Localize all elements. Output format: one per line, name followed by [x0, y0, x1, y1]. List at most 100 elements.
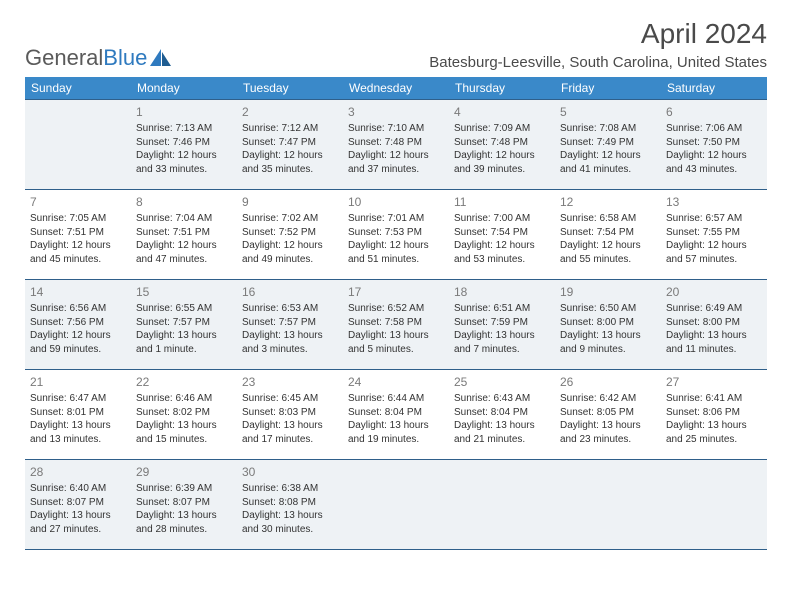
sunset-text: Sunset: 8:00 PM: [560, 316, 656, 330]
day-number: 30: [242, 464, 338, 480]
sunset-text: Sunset: 7:52 PM: [242, 226, 338, 240]
d1-text: Daylight: 13 hours: [136, 509, 232, 523]
sunrise-text: Sunrise: 7:10 AM: [348, 122, 444, 136]
calendar-row: 28Sunrise: 6:40 AMSunset: 8:07 PMDayligh…: [25, 460, 767, 550]
d1-text: Daylight: 13 hours: [666, 329, 762, 343]
d2-text: and 9 minutes.: [560, 343, 656, 357]
sunset-text: Sunset: 8:00 PM: [666, 316, 762, 330]
calendar-cell: 27Sunrise: 6:41 AMSunset: 8:06 PMDayligh…: [661, 370, 767, 460]
sunrise-text: Sunrise: 6:45 AM: [242, 392, 338, 406]
calendar-cell: 12Sunrise: 6:58 AMSunset: 7:54 PMDayligh…: [555, 190, 661, 280]
day-number: 20: [666, 284, 762, 300]
d2-text: and 39 minutes.: [454, 163, 550, 177]
day-number: 9: [242, 194, 338, 210]
logo-general: General: [25, 45, 103, 71]
sunrise-text: Sunrise: 6:43 AM: [454, 392, 550, 406]
sunset-text: Sunset: 8:03 PM: [242, 406, 338, 420]
d1-text: Daylight: 13 hours: [560, 419, 656, 433]
d2-text: and 15 minutes.: [136, 433, 232, 447]
sunset-text: Sunset: 7:59 PM: [454, 316, 550, 330]
day-number: 3: [348, 104, 444, 120]
day-number: 21: [30, 374, 126, 390]
d1-text: Daylight: 12 hours: [666, 239, 762, 253]
day-number: 13: [666, 194, 762, 210]
sunset-text: Sunset: 7:54 PM: [454, 226, 550, 240]
day-number: 4: [454, 104, 550, 120]
d2-text: and 37 minutes.: [348, 163, 444, 177]
d1-text: Daylight: 13 hours: [454, 419, 550, 433]
calendar-cell: 24Sunrise: 6:44 AMSunset: 8:04 PMDayligh…: [343, 370, 449, 460]
d1-text: Daylight: 12 hours: [242, 239, 338, 253]
d1-text: Daylight: 12 hours: [666, 149, 762, 163]
day-number: 18: [454, 284, 550, 300]
calendar-head: SundayMondayTuesdayWednesdayThursdayFrid…: [25, 77, 767, 100]
sunset-text: Sunset: 7:48 PM: [454, 136, 550, 150]
sunrise-text: Sunrise: 6:44 AM: [348, 392, 444, 406]
day-number: 29: [136, 464, 232, 480]
sunset-text: Sunset: 8:05 PM: [560, 406, 656, 420]
day-number: 17: [348, 284, 444, 300]
sunset-text: Sunset: 8:07 PM: [30, 496, 126, 510]
calendar-cell: 29Sunrise: 6:39 AMSunset: 8:07 PMDayligh…: [131, 460, 237, 550]
d1-text: Daylight: 13 hours: [348, 329, 444, 343]
day-number: 8: [136, 194, 232, 210]
logo-blue: Blue: [103, 45, 147, 71]
sunrise-text: Sunrise: 6:56 AM: [30, 302, 126, 316]
d1-text: Daylight: 12 hours: [454, 149, 550, 163]
d1-text: Daylight: 13 hours: [30, 419, 126, 433]
calendar-cell: 10Sunrise: 7:01 AMSunset: 7:53 PMDayligh…: [343, 190, 449, 280]
sunset-text: Sunset: 7:46 PM: [136, 136, 232, 150]
sunset-text: Sunset: 7:57 PM: [242, 316, 338, 330]
sunrise-text: Sunrise: 7:00 AM: [454, 212, 550, 226]
d2-text: and 30 minutes.: [242, 523, 338, 537]
day-number: 26: [560, 374, 656, 390]
d1-text: Daylight: 12 hours: [348, 239, 444, 253]
d2-text: and 27 minutes.: [30, 523, 126, 537]
header: GeneralBlue April 2024 Batesburg-Leesvil…: [25, 18, 767, 71]
d2-text: and 11 minutes.: [666, 343, 762, 357]
calendar-cell: 28Sunrise: 6:40 AMSunset: 8:07 PMDayligh…: [25, 460, 131, 550]
sunset-text: Sunset: 7:57 PM: [136, 316, 232, 330]
calendar-cell: 2Sunrise: 7:12 AMSunset: 7:47 PMDaylight…: [237, 100, 343, 190]
calendar-cell: 8Sunrise: 7:04 AMSunset: 7:51 PMDaylight…: [131, 190, 237, 280]
calendar-cell: 1Sunrise: 7:13 AMSunset: 7:46 PMDaylight…: [131, 100, 237, 190]
sunset-text: Sunset: 8:08 PM: [242, 496, 338, 510]
calendar-cell: [449, 460, 555, 550]
d2-text: and 21 minutes.: [454, 433, 550, 447]
sunset-text: Sunset: 7:54 PM: [560, 226, 656, 240]
d2-text: and 33 minutes.: [136, 163, 232, 177]
d2-text: and 13 minutes.: [30, 433, 126, 447]
sunset-text: Sunset: 8:04 PM: [348, 406, 444, 420]
sunset-text: Sunset: 8:04 PM: [454, 406, 550, 420]
sunset-text: Sunset: 7:56 PM: [30, 316, 126, 330]
calendar-cell: 11 Sunrise: 7:00 AMSunset: 7:54 PMDayligh…: [449, 190, 555, 280]
d2-text: and 49 minutes.: [242, 253, 338, 267]
day-number: 23: [242, 374, 338, 390]
weekday-header: Sunday: [25, 77, 131, 100]
calendar-cell: [555, 460, 661, 550]
d2-text: and 7 minutes.: [454, 343, 550, 357]
sunrise-text: Sunrise: 7:09 AM: [454, 122, 550, 136]
d1-text: Daylight: 13 hours: [454, 329, 550, 343]
d1-text: Daylight: 12 hours: [454, 239, 550, 253]
calendar-cell: 9Sunrise: 7:02 AMSunset: 7:52 PMDaylight…: [237, 190, 343, 280]
sunrise-text: Sunrise: 6:50 AM: [560, 302, 656, 316]
calendar-cell: 5Sunrise: 7:08 AMSunset: 7:49 PMDaylight…: [555, 100, 661, 190]
sunrise-text: Sunrise: 6:52 AM: [348, 302, 444, 316]
d2-text: and 59 minutes.: [30, 343, 126, 357]
day-number: 28: [30, 464, 126, 480]
sunset-text: Sunset: 7:51 PM: [30, 226, 126, 240]
d1-text: Daylight: 12 hours: [242, 149, 338, 163]
day-number: 6: [666, 104, 762, 120]
sunrise-text: Sunrise: 6:49 AM: [666, 302, 762, 316]
day-number: 11: [454, 194, 550, 210]
title-block: April 2024 Batesburg-Leesville, South Ca…: [429, 18, 767, 71]
day-number: 15: [136, 284, 232, 300]
sunrise-text: Sunrise: 6:39 AM: [136, 482, 232, 496]
d2-text: and 55 minutes.: [560, 253, 656, 267]
calendar-row: 14Sunrise: 6:56 AMSunset: 7:56 PMDayligh…: [25, 280, 767, 370]
calendar-cell: 13Sunrise: 6:57 AMSunset: 7:55 PMDayligh…: [661, 190, 767, 280]
sunrise-text: Sunrise: 6:41 AM: [666, 392, 762, 406]
day-number: 5: [560, 104, 656, 120]
d1-text: Daylight: 13 hours: [560, 329, 656, 343]
